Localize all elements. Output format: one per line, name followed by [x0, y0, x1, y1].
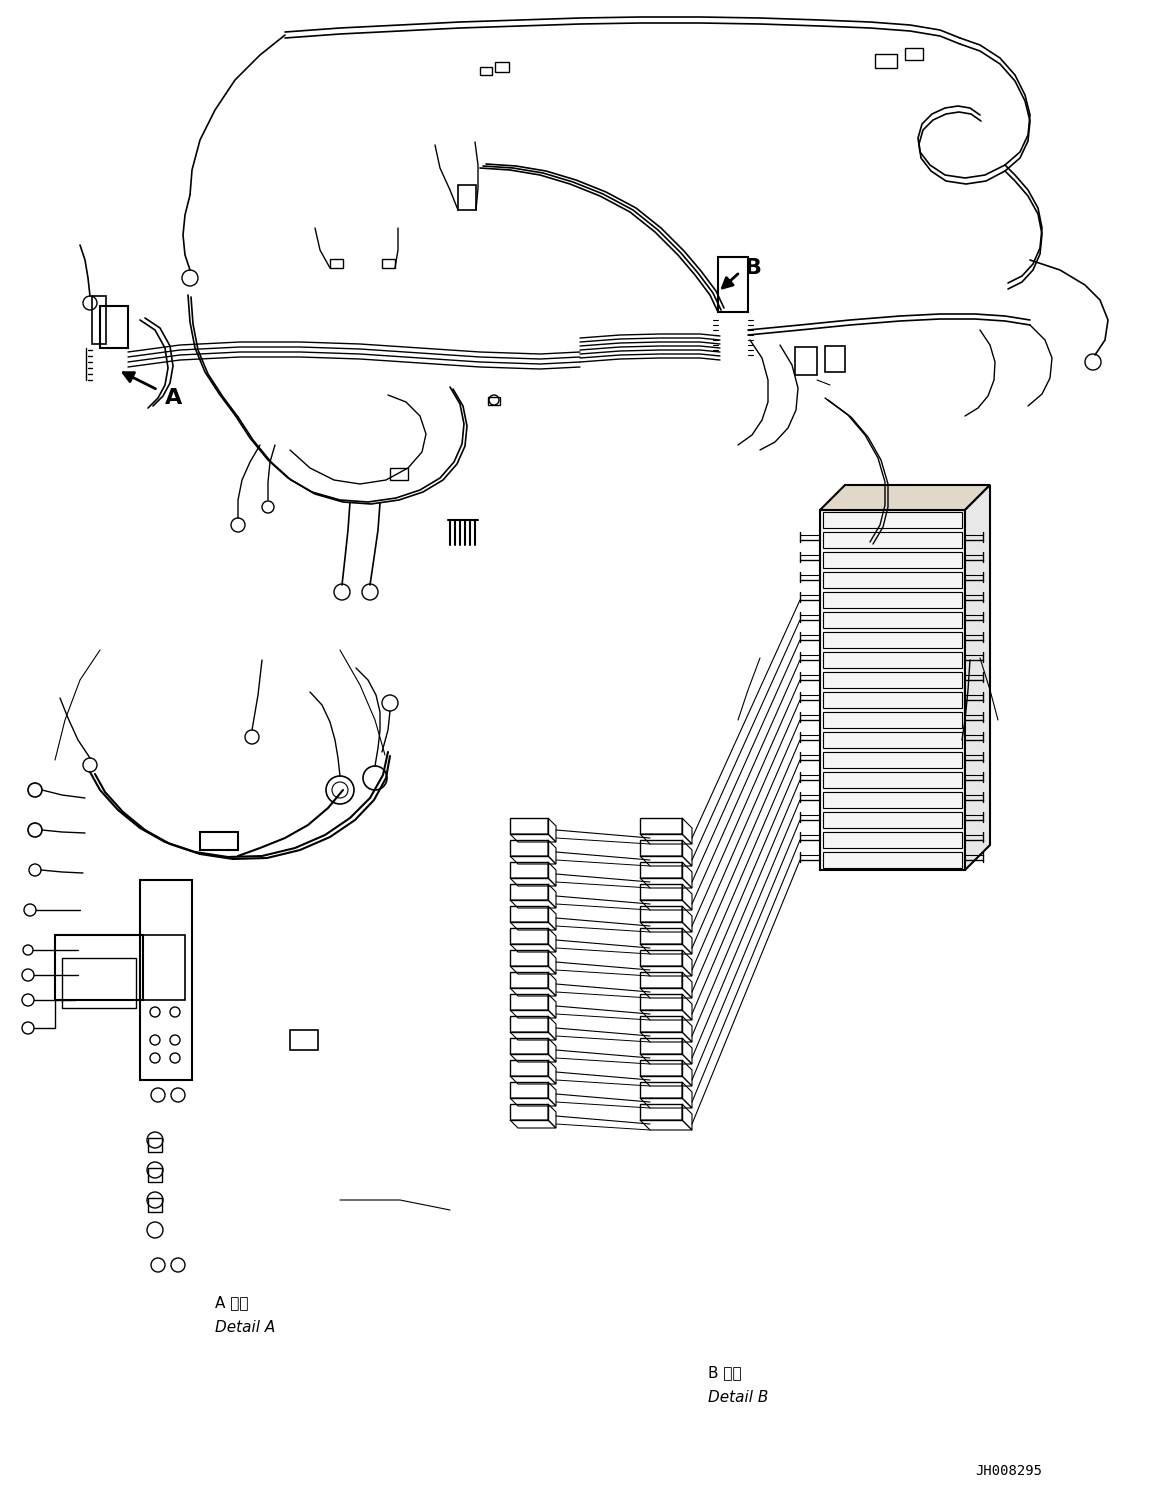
Bar — [875, 54, 897, 69]
Text: Detail B: Detail B — [708, 1391, 768, 1405]
Bar — [796, 348, 817, 374]
Bar — [458, 185, 476, 210]
Bar — [823, 771, 962, 788]
Bar — [823, 612, 962, 628]
Bar — [826, 346, 845, 372]
Bar — [62, 958, 136, 1009]
Bar — [480, 67, 492, 75]
Bar — [823, 812, 962, 828]
Bar — [55, 935, 143, 1000]
Bar — [823, 833, 962, 847]
Bar — [823, 712, 962, 728]
Text: B: B — [745, 258, 762, 278]
Bar — [382, 260, 395, 269]
Bar — [100, 306, 128, 348]
Bar — [140, 935, 184, 1000]
Text: B 詳細: B 詳細 — [708, 1365, 741, 1380]
Text: A 詳細: A 詳細 — [214, 1295, 249, 1310]
Bar — [148, 1138, 163, 1152]
Bar — [823, 512, 962, 528]
Text: JH008295: JH008295 — [975, 1464, 1042, 1479]
Bar — [330, 260, 342, 269]
Bar — [823, 752, 962, 768]
Bar — [718, 257, 748, 312]
Bar — [495, 63, 508, 72]
Bar — [823, 671, 962, 688]
Bar — [823, 852, 962, 868]
Bar — [148, 1198, 163, 1212]
Polygon shape — [965, 485, 990, 870]
Bar — [823, 571, 962, 588]
Bar — [823, 692, 962, 709]
Bar — [488, 397, 500, 404]
Text: A: A — [165, 388, 182, 407]
Bar — [905, 48, 924, 60]
Bar — [148, 1168, 163, 1182]
Bar — [199, 833, 238, 850]
Bar — [823, 652, 962, 668]
Bar — [823, 633, 962, 648]
Bar — [823, 792, 962, 809]
Bar — [823, 533, 962, 548]
Bar — [390, 468, 408, 480]
Bar — [823, 552, 962, 568]
Bar — [291, 1029, 318, 1050]
Polygon shape — [820, 485, 990, 510]
Bar — [92, 295, 106, 345]
Polygon shape — [820, 510, 965, 870]
Bar — [140, 880, 193, 1080]
Text: Detail A: Detail A — [214, 1320, 276, 1335]
Bar — [823, 592, 962, 609]
Bar — [823, 733, 962, 747]
